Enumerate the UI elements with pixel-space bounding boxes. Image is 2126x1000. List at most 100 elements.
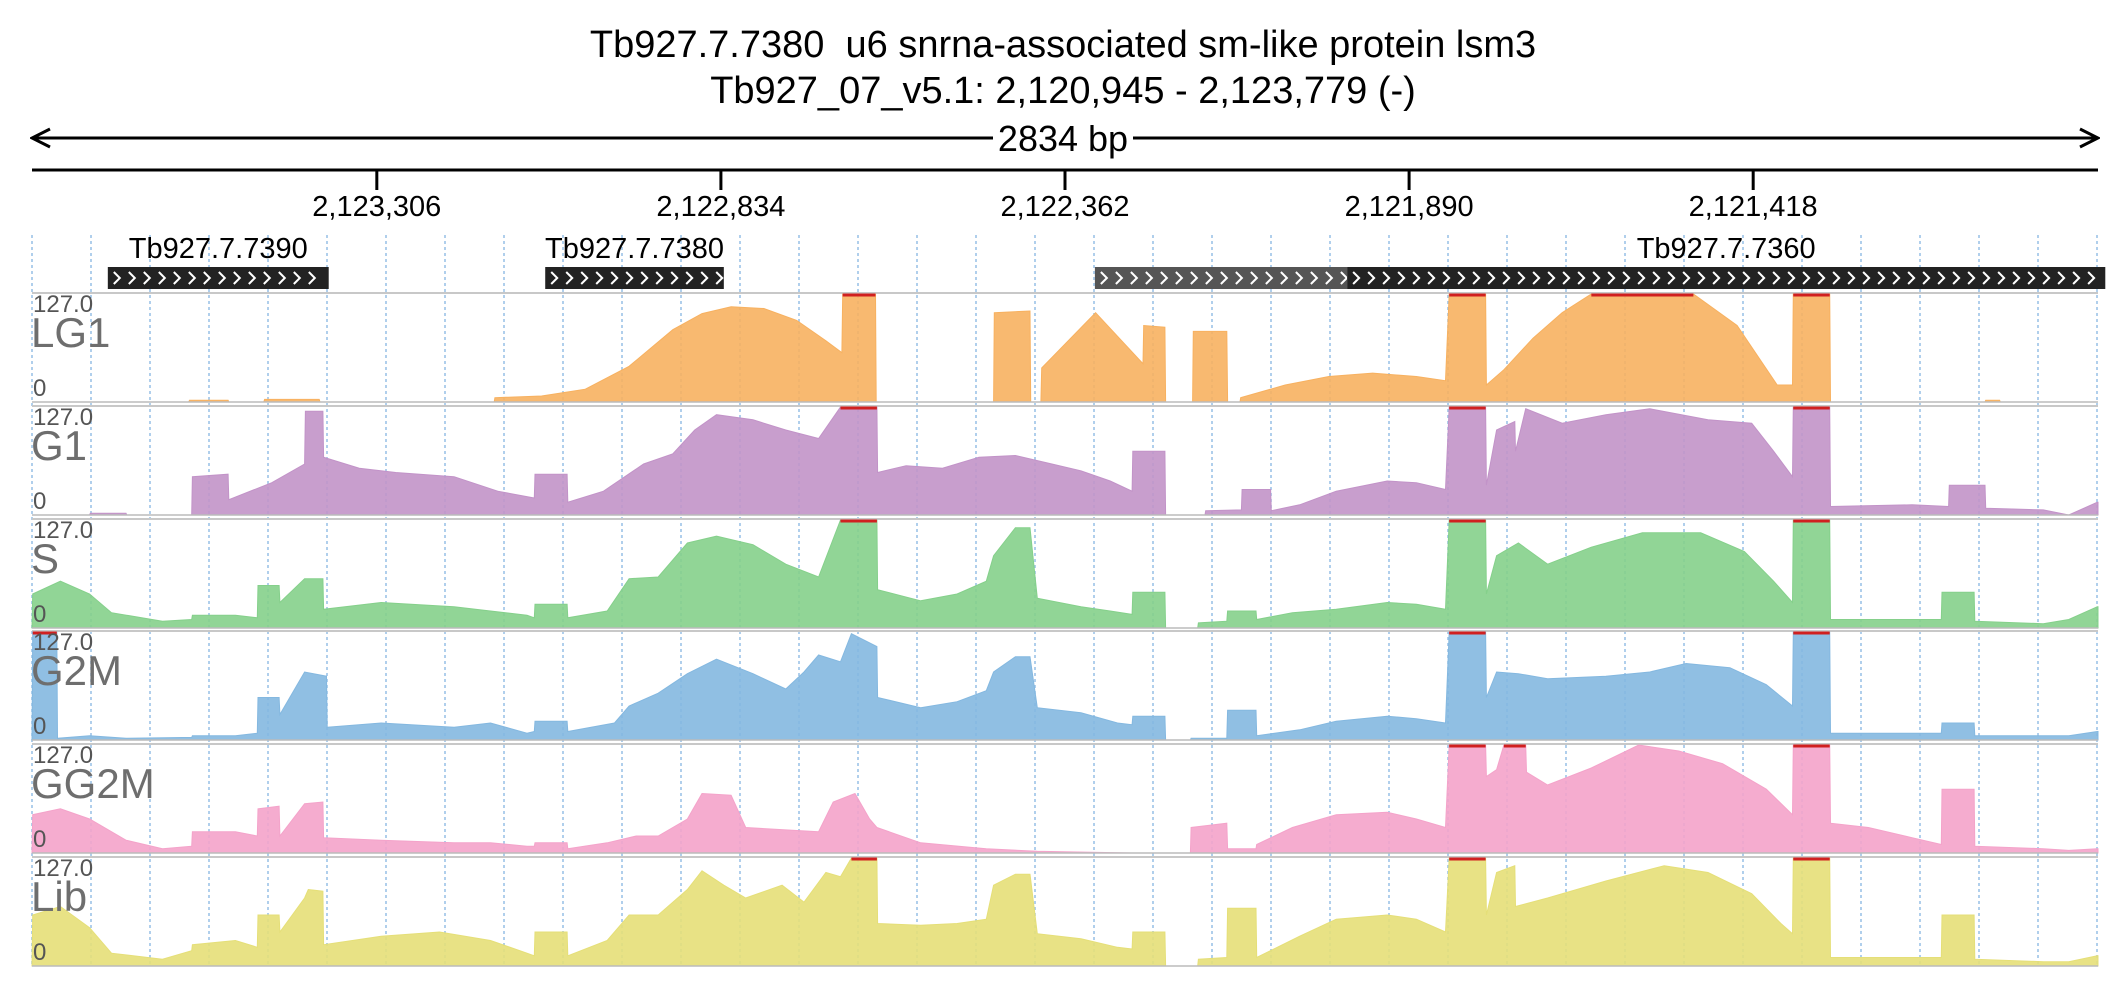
strand-chevron-icon: [1412, 271, 1421, 285]
strand-chevron-icon: [1667, 271, 1676, 285]
track-ymax-label: 127.0: [33, 517, 93, 544]
strand-chevron-icon: [1877, 271, 1886, 285]
strand-chevron-icon: [1502, 271, 1511, 285]
strand-chevron-icon: [1997, 271, 2006, 285]
strand-chevron-icon: [1697, 271, 1706, 285]
strand-chevron-icon: [1772, 271, 1781, 285]
strand-chevron-icon: [188, 271, 197, 285]
track-name-label: G2M: [31, 647, 122, 694]
gene-feature[interactable]: Tb927.7.7360: [1347, 233, 2106, 289]
strand-chevron-icon: [1922, 271, 1931, 285]
track-ymax-label: 127.0: [33, 742, 93, 769]
strand-chevron-icon: [2042, 271, 2051, 285]
track-ymin-label: 0: [33, 601, 46, 628]
track-name-label: Lib: [31, 873, 87, 920]
strand-chevron-icon: [1577, 271, 1586, 285]
coverage-area: [31, 857, 2099, 967]
strand-chevron-icon: [1325, 271, 1334, 285]
gene-bar: [545, 267, 724, 289]
strand-chevron-icon: [1982, 271, 1991, 285]
strand-chevron-icon: [1280, 271, 1289, 285]
track-ymin-label: 0: [33, 939, 46, 966]
strand-chevron-icon: [1517, 271, 1526, 285]
strand-chevron-icon: [565, 271, 574, 285]
strand-chevron-icon: [1190, 271, 1199, 285]
strand-chevron-icon: [1487, 271, 1496, 285]
strand-chevron-icon: [203, 271, 212, 285]
strand-chevron-icon: [1562, 271, 1571, 285]
coverage-area: [32, 406, 2099, 516]
strand-chevron-icon: [1340, 271, 1349, 285]
track-g1: 127.0 0 G1: [31, 404, 2099, 516]
strand-chevron-icon: [263, 271, 272, 285]
track-lib: 127.0 0 Lib: [31, 855, 2099, 967]
gene-feature[interactable]: [1094, 267, 1349, 289]
strand-chevron-icon: [1952, 271, 1961, 285]
strand-chevron-icon: [233, 271, 242, 285]
strand-chevron-icon: [610, 271, 619, 285]
strand-chevron-icon: [550, 271, 559, 285]
strand-chevron-icon: [1682, 271, 1691, 285]
strand-chevron-icon: [1442, 271, 1451, 285]
strand-chevron-icon: [1367, 271, 1376, 285]
strand-chevron-icon: [113, 271, 122, 285]
tick-label: 2,121,890: [1345, 191, 1474, 223]
track-ymax-label: 127.0: [33, 291, 93, 318]
coverage-area: [32, 293, 2098, 403]
coverage-area: [31, 744, 2099, 854]
strand-chevron-icon: [1937, 271, 1946, 285]
strand-chevron-icon: [143, 271, 152, 285]
strand-chevron-icon: [1802, 271, 1811, 285]
gene-title: Tb927.7.7380 u6 snrna-associated sm-like…: [589, 24, 1537, 66]
strand-chevron-icon: [2087, 271, 2096, 285]
strand-chevron-icon: [1382, 271, 1391, 285]
strand-chevron-icon: [1295, 271, 1304, 285]
track-name-label: LG1: [31, 309, 110, 356]
tick-label: 2,123,306: [312, 191, 441, 223]
strand-chevron-icon: [1130, 271, 1139, 285]
strand-chevron-icon: [308, 271, 317, 285]
strand-chevron-icon: [1100, 271, 1109, 285]
strand-chevron-icon: [1175, 271, 1184, 285]
strand-chevron-icon: [1847, 271, 1856, 285]
strand-chevron-icon: [218, 271, 227, 285]
strand-chevron-icon: [1907, 271, 1916, 285]
strand-chevron-icon: [625, 271, 634, 285]
strand-chevron-icon: [1250, 271, 1259, 285]
strand-chevron-icon: [1352, 271, 1361, 285]
track-ymin-label: 0: [33, 713, 46, 740]
coverage-area: [31, 519, 2099, 629]
strand-chevron-icon: [640, 271, 649, 285]
strand-chevron-icon: [670, 271, 679, 285]
locus-subtitle: Tb927_07_v5.1: 2,120,945 - 2,123,779 (-): [710, 70, 1416, 112]
strand-chevron-icon: [1220, 271, 1229, 285]
strand-chevron-icon: [1622, 271, 1631, 285]
strand-chevron-icon: [1787, 271, 1796, 285]
strand-chevron-icon: [1115, 271, 1124, 285]
strand-chevron-icon: [1310, 271, 1319, 285]
strand-chevron-icon: [1457, 271, 1466, 285]
track-ymin-label: 0: [33, 375, 46, 402]
strand-chevron-icon: [1427, 271, 1436, 285]
track-s: 127.0 0 S: [31, 517, 2099, 629]
strand-chevron-icon: [2072, 271, 2081, 285]
gene-label: Tb927.7.7390: [129, 233, 308, 265]
gene-bar: [107, 267, 329, 289]
strand-chevron-icon: [1472, 271, 1481, 285]
strand-chevron-icon: [580, 271, 589, 285]
gene-annotations: Tb927.7.7390 Tb927.7.7380 Tb927.7.7360: [107, 233, 2106, 289]
strand-chevron-icon: [700, 271, 709, 285]
strand-chevron-icon: [278, 271, 287, 285]
strand-chevron-icon: [595, 271, 604, 285]
gene-label: Tb927.7.7380: [545, 233, 724, 265]
strand-chevron-icon: [1817, 271, 1826, 285]
strand-chevron-icon: [715, 271, 724, 285]
strand-chevron-icon: [2012, 271, 2021, 285]
gene-feature[interactable]: Tb927.7.7380: [545, 233, 724, 289]
strand-chevron-icon: [1637, 271, 1646, 285]
span-length: 2834 bp: [993, 119, 1133, 159]
track-name-label: S: [31, 535, 59, 582]
strand-chevron-icon: [158, 271, 167, 285]
gene-feature[interactable]: Tb927.7.7390: [107, 233, 329, 289]
